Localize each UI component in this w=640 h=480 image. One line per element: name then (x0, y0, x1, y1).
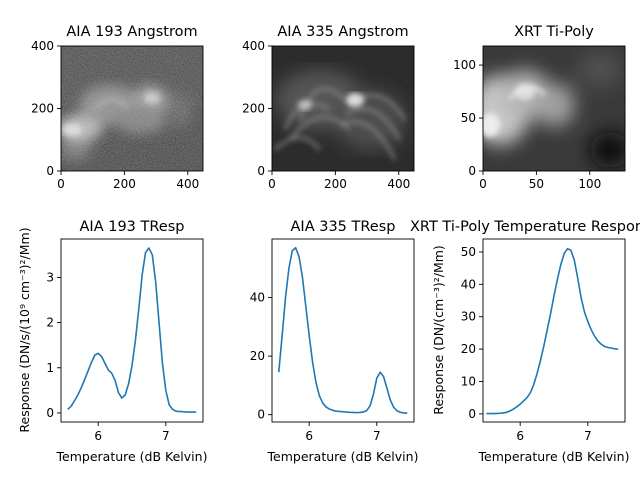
y-tick-label: 0 (46, 164, 54, 178)
chart-aia193-tresp: AIA 193 TResp 6 7 0 1 2 3 Temperature (dB Kel… (17, 219, 207, 464)
xrt-image (483, 46, 625, 171)
y-tick-label: 30 (461, 310, 476, 324)
image-panel-xrt: XRT Ti-Poly 0 50 100 0 50 100 (453, 24, 626, 191)
image-title: AIA 193 Angstrom (66, 24, 197, 40)
chart-xrt-tresp: 6 7 0 10 20 30 40 50 Temperature (dB Kelvin) Re… (410, 219, 640, 464)
chart-title: AIA 193 TResp (80, 219, 185, 235)
chart-marks: 6 7 0 20 40 (250, 246, 408, 443)
y-tick-label: 0 (468, 407, 476, 421)
image-axis-ticks: 0 200 400 0 200 400 (31, 39, 199, 191)
y-tick-label: 200 (242, 102, 265, 116)
image-title: XRT Ti-Poly (514, 24, 594, 40)
y-tick-label: 50 (461, 245, 476, 259)
image-panel-aia335: AIA 335 Angstrom 0 200 400 0 200 400 (242, 24, 415, 191)
x-tick-label: 7 (584, 429, 592, 443)
image-axis-ticks: 0 200 400 0 200 400 (242, 39, 410, 191)
x-tick-label: 100 (578, 177, 601, 191)
y-tick-label: 0 (257, 408, 265, 422)
x-tick-label: 7 (162, 429, 170, 443)
x-tick-label: 50 (529, 177, 544, 191)
image-title: AIA 335 Angstrom (277, 24, 408, 40)
y-tick-label: 0 (46, 406, 54, 420)
image-panel-aia193: AIA 193 Angstrom 0 200 400 0 200 400 (31, 24, 204, 191)
image-frame (482, 45, 626, 172)
y-tick-label: 200 (31, 102, 54, 116)
x-tick-label: 6 (516, 429, 524, 443)
x-tick-label: 200 (324, 177, 347, 191)
x-tick-label: 200 (113, 177, 136, 191)
y-tick-label: 400 (31, 39, 54, 53)
y-axis-label: Response (DN/s/(10⁹ cm⁻³)²/Mm) (17, 227, 32, 432)
y-tick-label: 40 (250, 291, 265, 305)
x-tick-label: 0 (479, 177, 487, 191)
x-tick-label: 6 (305, 429, 313, 443)
chart-marks: 6 7 0 10 20 30 40 50 (461, 245, 619, 443)
y-tick-label: 2 (46, 316, 54, 330)
x-tick-label: 0 (57, 177, 65, 191)
x-axis-label: Temperature (dB Kelvin) (267, 449, 419, 464)
y-tick-label: 1 (46, 361, 54, 375)
y-tick-label: 40 (461, 277, 476, 291)
aia335-image (272, 46, 414, 171)
chart-marks: 6 7 0 1 2 3 (46, 247, 197, 443)
aia193-image (61, 46, 203, 171)
y-tick-label: 100 (453, 58, 476, 72)
x-tick-label: 6 (94, 429, 102, 443)
y-tick-label: 3 (46, 270, 54, 284)
y-tick-label: 20 (461, 342, 476, 356)
x-axis-label: Temperature (dB Kelvin) (478, 449, 630, 464)
y-tick-label: 400 (242, 39, 265, 53)
series-line (67, 247, 197, 413)
series-line (486, 247, 619, 415)
y-tick-label: 0 (468, 164, 476, 178)
x-tick-label: 400 (176, 177, 199, 191)
chart-title: AIA 335 TResp (291, 219, 396, 235)
y-tick-label: 20 (250, 349, 265, 363)
y-tick-label: 0 (257, 164, 265, 178)
chart-aia335-tresp: AIA 335 TResp 6 7 0 20 40 Temperature (dB Ke… (250, 219, 419, 464)
y-tick-label: 10 (461, 375, 476, 389)
series-line (277, 246, 408, 415)
x-tick-label: 400 (387, 177, 410, 191)
chart-title: XRT Ti-Poly Temperature Response (410, 219, 640, 235)
plot-frame (271, 238, 415, 423)
image-axis-ticks: 0 50 100 0 50 100 (453, 58, 601, 191)
y-tick-label: 50 (461, 111, 476, 125)
y-axis-label: Response (DN/(cm⁻³)²/Mm) (431, 245, 446, 415)
plot-frame (482, 238, 626, 423)
x-tick-label: 7 (373, 429, 381, 443)
plot-frame (60, 238, 204, 423)
x-tick-label: 0 (268, 177, 276, 191)
x-axis-label: Temperature (dB Kelvin) (56, 449, 208, 464)
